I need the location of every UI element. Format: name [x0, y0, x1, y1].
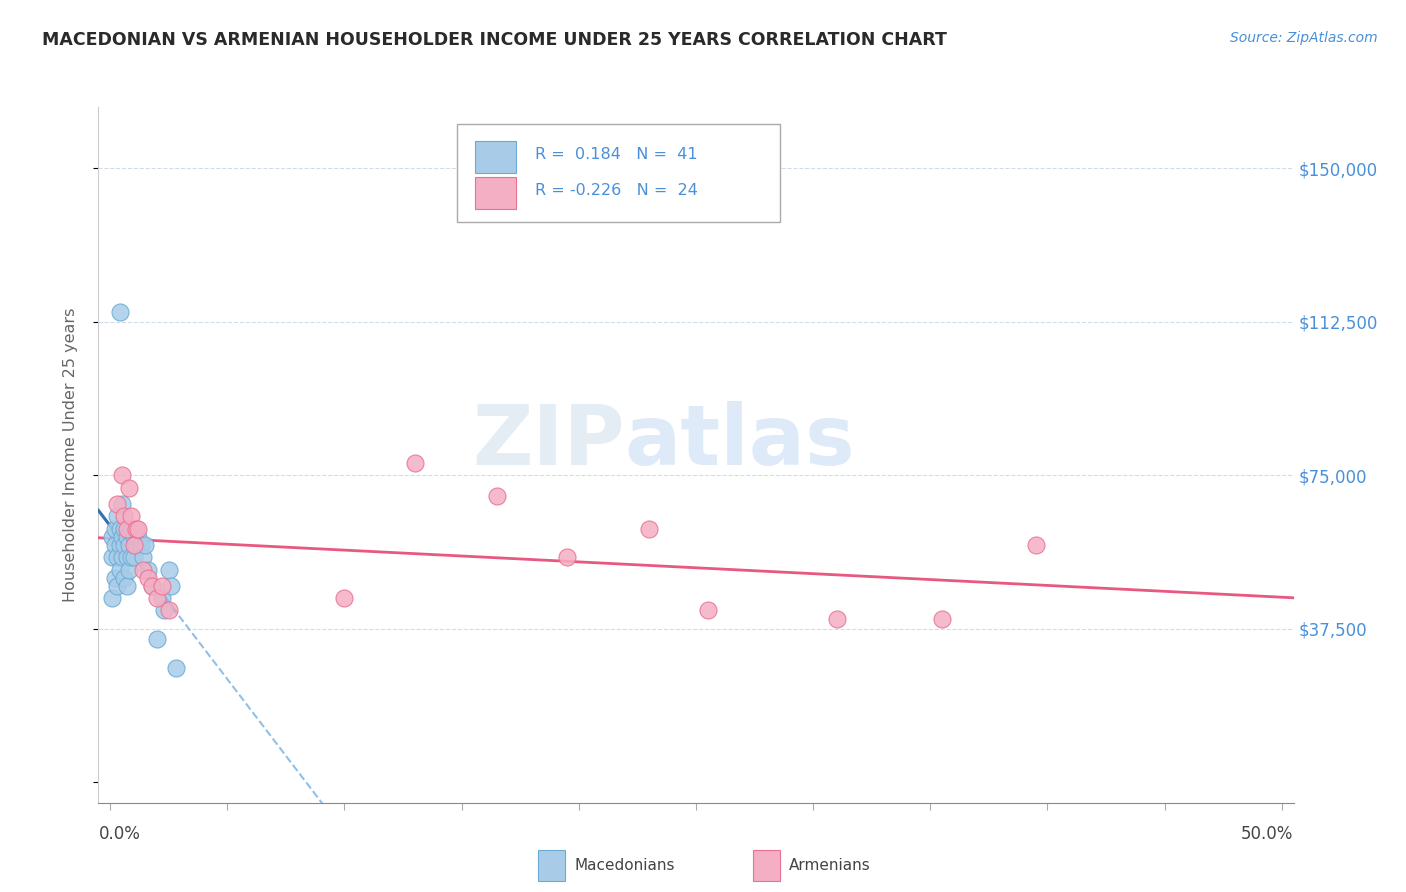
Point — [111, 497, 134, 511]
Point — [104, 538, 127, 552]
Point — [931, 612, 953, 626]
Point — [132, 550, 155, 565]
Point — [333, 591, 356, 606]
Point — [122, 530, 145, 544]
Point — [118, 538, 141, 552]
Point — [111, 530, 134, 544]
Point — [825, 612, 848, 626]
Point — [120, 550, 142, 565]
Text: 50.0%: 50.0% — [1241, 825, 1294, 843]
FancyBboxPatch shape — [475, 141, 516, 173]
FancyBboxPatch shape — [754, 850, 780, 880]
Y-axis label: Householder Income Under 25 years: Householder Income Under 25 years — [63, 308, 77, 602]
Text: R =  0.184   N =  41: R = 0.184 N = 41 — [534, 147, 697, 161]
Point — [104, 571, 127, 585]
Point — [108, 538, 131, 552]
Point — [115, 522, 138, 536]
Point — [111, 468, 134, 483]
FancyBboxPatch shape — [538, 850, 565, 880]
Point — [108, 522, 131, 536]
Point — [108, 304, 131, 318]
Point — [129, 538, 152, 552]
Point — [104, 522, 127, 536]
Point — [120, 522, 142, 536]
Point — [101, 530, 124, 544]
Point — [146, 632, 169, 646]
Point — [105, 509, 128, 524]
Point — [115, 550, 138, 565]
Point — [555, 550, 578, 565]
Point — [141, 579, 163, 593]
Point — [165, 661, 187, 675]
Text: 0.0%: 0.0% — [98, 825, 141, 843]
FancyBboxPatch shape — [457, 124, 780, 222]
Point — [696, 603, 718, 617]
Point — [118, 481, 141, 495]
Point — [404, 456, 426, 470]
Point — [111, 550, 134, 565]
Point — [485, 489, 508, 503]
Point — [122, 550, 145, 565]
Point — [125, 538, 148, 552]
Point — [1025, 538, 1047, 552]
Point — [108, 562, 131, 576]
FancyBboxPatch shape — [475, 177, 516, 210]
Text: MACEDONIAN VS ARMENIAN HOUSEHOLDER INCOME UNDER 25 YEARS CORRELATION CHART: MACEDONIAN VS ARMENIAN HOUSEHOLDER INCOM… — [42, 31, 948, 49]
Text: R = -0.226   N =  24: R = -0.226 N = 24 — [534, 183, 697, 198]
Point — [638, 522, 661, 536]
Point — [105, 550, 128, 565]
Point — [127, 530, 149, 544]
Point — [101, 550, 124, 565]
Point — [120, 509, 142, 524]
Point — [118, 562, 141, 576]
Point — [146, 591, 169, 606]
Point — [105, 579, 128, 593]
Point — [157, 562, 180, 576]
Point — [153, 603, 176, 617]
Point — [136, 571, 159, 585]
Point — [115, 530, 138, 544]
Point — [122, 538, 145, 552]
Point — [141, 579, 163, 593]
Text: Source: ZipAtlas.com: Source: ZipAtlas.com — [1230, 31, 1378, 45]
Text: Armenians: Armenians — [789, 858, 870, 873]
Point — [134, 538, 156, 552]
Point — [105, 497, 128, 511]
Text: atlas: atlas — [624, 401, 855, 482]
Point — [150, 579, 173, 593]
Point — [115, 579, 138, 593]
Point — [112, 538, 135, 552]
Text: Macedonians: Macedonians — [574, 858, 675, 873]
Text: ZIP: ZIP — [472, 401, 624, 482]
Point — [136, 562, 159, 576]
Point — [157, 603, 180, 617]
Point — [112, 571, 135, 585]
Point — [132, 562, 155, 576]
Point — [127, 522, 149, 536]
Point — [150, 591, 173, 606]
Point — [160, 579, 183, 593]
Point — [112, 509, 135, 524]
Point — [101, 591, 124, 606]
Point — [125, 522, 148, 536]
Point — [112, 522, 135, 536]
